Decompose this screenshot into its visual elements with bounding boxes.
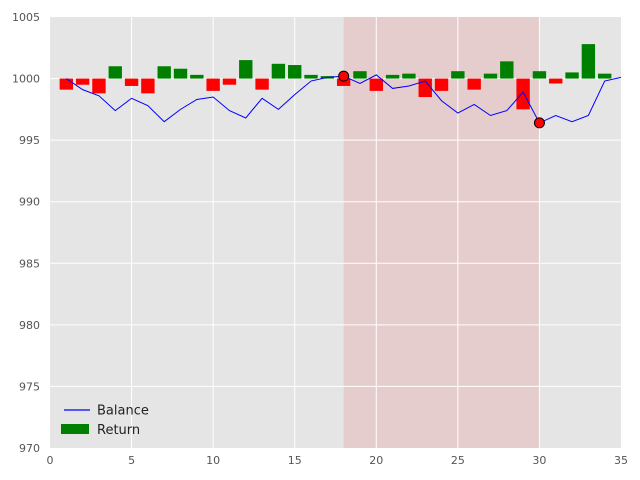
y-tick-label: 980 — [19, 319, 40, 332]
return-bar — [190, 74, 204, 79]
return-bar — [549, 78, 563, 84]
x-tick-label: 25 — [451, 454, 465, 467]
y-tick-label: 1000 — [12, 73, 40, 86]
x-tick-label: 35 — [614, 454, 628, 467]
return-bar — [483, 73, 498, 79]
return-bar — [124, 78, 139, 86]
return-bar — [467, 78, 481, 90]
return-bar — [239, 60, 253, 79]
y-tick-label: 985 — [19, 257, 40, 270]
y-tick-label: 995 — [19, 134, 40, 147]
return-bar — [255, 78, 269, 90]
y-tick-label: 970 — [19, 442, 40, 455]
return-bar — [222, 78, 237, 85]
return-bar — [434, 78, 449, 91]
legend-return-label: Return — [97, 423, 140, 438]
return-bar — [288, 65, 302, 79]
return-bar — [402, 73, 416, 79]
x-tick-label: 15 — [288, 454, 302, 467]
y-tick-label: 1005 — [12, 11, 40, 24]
return-bar — [92, 78, 106, 94]
grid-lines — [50, 17, 621, 448]
return-bar — [304, 74, 318, 79]
return-bar — [581, 44, 596, 79]
balance-marker — [533, 117, 545, 129]
legend: Balance Return — [61, 404, 149, 438]
y-tick-labels: 970 975 980 985 990 995 1000 1005 — [12, 11, 40, 455]
return-bar — [418, 78, 432, 98]
x-tick-labels: 0 5 10 15 20 25 30 35 — [47, 454, 629, 467]
return-bar — [516, 78, 530, 110]
return-bars — [59, 44, 612, 110]
markers — [338, 70, 545, 129]
x-tick-label: 10 — [206, 454, 220, 467]
return-bar — [597, 73, 612, 79]
return-bar — [565, 72, 579, 79]
return-bar — [532, 71, 547, 79]
y-tick-label: 975 — [19, 380, 40, 393]
legend-return-swatch — [61, 424, 89, 434]
balance-marker — [338, 70, 350, 82]
x-tick-label: 0 — [47, 454, 54, 467]
return-bar — [271, 63, 286, 79]
return-bar — [206, 78, 220, 91]
return-bar — [108, 66, 122, 79]
y-tick-label: 990 — [19, 196, 40, 209]
return-bar — [141, 78, 155, 94]
return-bar — [336, 78, 351, 86]
return-bar — [500, 61, 514, 79]
return-bar — [353, 71, 367, 79]
return-bar — [451, 71, 465, 79]
x-tick-label: 5 — [128, 454, 135, 467]
return-bar — [385, 74, 400, 79]
x-tick-label: 20 — [369, 454, 383, 467]
return-bar — [59, 78, 74, 90]
return-bar — [369, 78, 383, 91]
x-tick-label: 30 — [532, 454, 546, 467]
return-bar — [157, 66, 171, 79]
return-bar — [75, 78, 90, 85]
legend-balance-label: Balance — [97, 404, 149, 419]
return-bar — [173, 68, 188, 79]
